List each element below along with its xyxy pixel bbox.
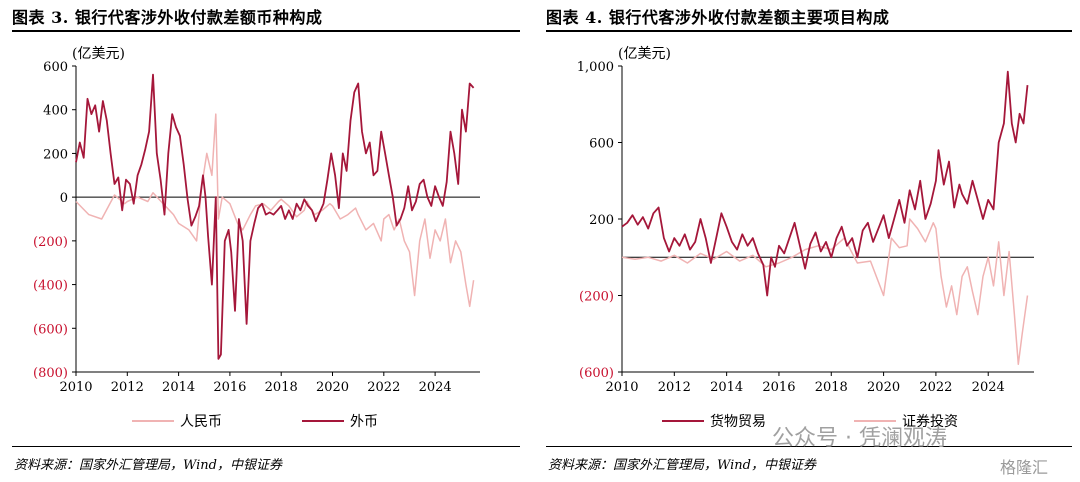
watermark-text: 公众号 · 凭澜观涛 <box>772 426 947 451</box>
y-tick-label: 600 <box>43 60 68 75</box>
x-tick-label: 2024 <box>419 380 452 395</box>
x-tick-label: 2010 <box>605 380 638 395</box>
legend-label-1: 人民币 <box>180 414 222 430</box>
x-tick-label: 2012 <box>658 380 691 395</box>
right-source-note: 资料来源：国家外汇管理局，Wind，中银证券 <box>548 458 816 473</box>
x-tick-label: 2020 <box>867 380 900 395</box>
right-chart: (亿美元) 1,000 600 200 (200) (600)2010 2012 2014 20… <box>577 46 1034 430</box>
left-figure-panel: 图表 3. 银行代客涉外收付款差额币种构成 (亿美元) 600 400 200 0 (20… <box>0 0 530 482</box>
series-line-1 <box>621 70 1029 297</box>
x-tick-label: 2018 <box>265 380 298 395</box>
right-figure-panel: 图表 4. 银行代客涉外收付款差额主要项目构成 (亿美元) 1,000 600 200… <box>544 0 1080 482</box>
y-unit-label: (亿美元) <box>618 46 671 62</box>
y-tick-label: 1,000 <box>577 60 614 75</box>
y-tick-label: (400) <box>33 279 68 294</box>
left-title-rule <box>12 30 520 32</box>
legend-label-1: 货物贸易 <box>710 413 766 430</box>
x-tick-label: 2010 <box>59 380 92 395</box>
y-tick-label: (600) <box>33 322 68 337</box>
y-tick-label: 600 <box>589 137 614 152</box>
y-tick-label: (800) <box>33 366 68 381</box>
x-tick-label: 2024 <box>972 380 1005 395</box>
x-tick-label: 2022 <box>367 380 400 395</box>
x-tick-label: 2016 <box>213 380 246 395</box>
legend-label-2: 证券投资 <box>902 414 958 430</box>
x-tick-label: 2020 <box>316 380 349 395</box>
series-line-2 <box>75 73 475 360</box>
x-tick-label: 2014 <box>162 380 195 395</box>
y-tick-label: 400 <box>43 104 68 119</box>
left-chart: (亿美元) 600 400 200 0 (200) (400) (600) (800)2010 2… <box>33 46 480 430</box>
x-tick-label: 2018 <box>815 380 848 395</box>
y-tick-label: 0 <box>60 191 68 206</box>
y-tick-label: (200) <box>579 290 614 305</box>
x-tick-label: 2012 <box>111 380 144 395</box>
y-tick-label: 200 <box>589 213 614 228</box>
x-tick-label: 2014 <box>710 380 743 395</box>
watermark-logo: 格隆汇 <box>1000 458 1049 477</box>
x-tick-label: 2022 <box>919 380 952 395</box>
x-tick-label: 2016 <box>762 380 795 395</box>
right-source-rule <box>546 446 1072 447</box>
y-tick-label: 200 <box>43 147 68 162</box>
left-source-rule <box>12 446 520 447</box>
y-tick-label: (600) <box>579 366 614 381</box>
legend-label-2: 外币 <box>350 414 378 430</box>
left-source-note: 资料来源：国家外汇管理局，Wind，中银证券 <box>14 458 282 473</box>
right-figure-title: 图表 4. 银行代客涉外收付款差额主要项目构成 <box>546 8 890 27</box>
series-line-2 <box>621 218 1029 366</box>
y-tick-label: (200) <box>33 235 68 250</box>
left-figure-title: 图表 3. 银行代客涉外收付款差额币种构成 <box>12 8 323 27</box>
right-title-rule <box>546 30 1072 32</box>
series-line-1 <box>75 113 475 308</box>
y-unit-label: (亿美元) <box>72 46 125 62</box>
